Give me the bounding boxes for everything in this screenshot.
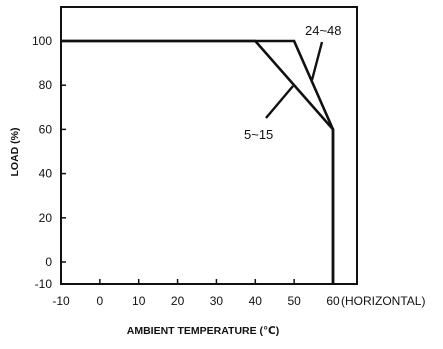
axes-layer [60,6,358,285]
leader-line-5-15 [265,85,294,119]
y-tick-label: 20 [39,211,53,225]
plot-frame [60,6,358,285]
series-line-1 [61,39,335,284]
x-tick-label: 0 [97,294,104,308]
x-axis-note: (HORIZONTAL) [341,294,425,308]
x-axis-label: AMBIENT TEMPERATURE (℃) [127,325,280,337]
x-tick-label: 40 [249,294,263,308]
x-tick-label: 50 [287,294,301,308]
y-tick-label: 80 [39,78,53,92]
series-line-0 [61,39,335,284]
series-label-24-48: 24~48 [305,23,342,38]
y-tick-label: 100 [32,34,52,48]
x-tick-label: 60 [326,294,340,308]
leader-line-24-48 [310,41,324,81]
x-tick-label: 20 [171,294,185,308]
text-layer: AMBIENT TEMPERATURE (℃) LOAD (%) (HORIZO… [9,23,425,337]
x-tick-label: 30 [210,294,224,308]
x-tick-label: 10 [132,294,146,308]
x-tick-label: -10 [52,294,70,308]
y-axis-label: LOAD (%) [9,128,21,177]
y-tick-label: 0 [45,255,52,269]
y-tick-label: 60 [39,122,53,136]
series-label-5-15: 5~15 [244,127,273,142]
series-layer [61,39,335,284]
y-tick-label: 40 [39,167,53,181]
y-tick-label: -10 [35,277,53,291]
